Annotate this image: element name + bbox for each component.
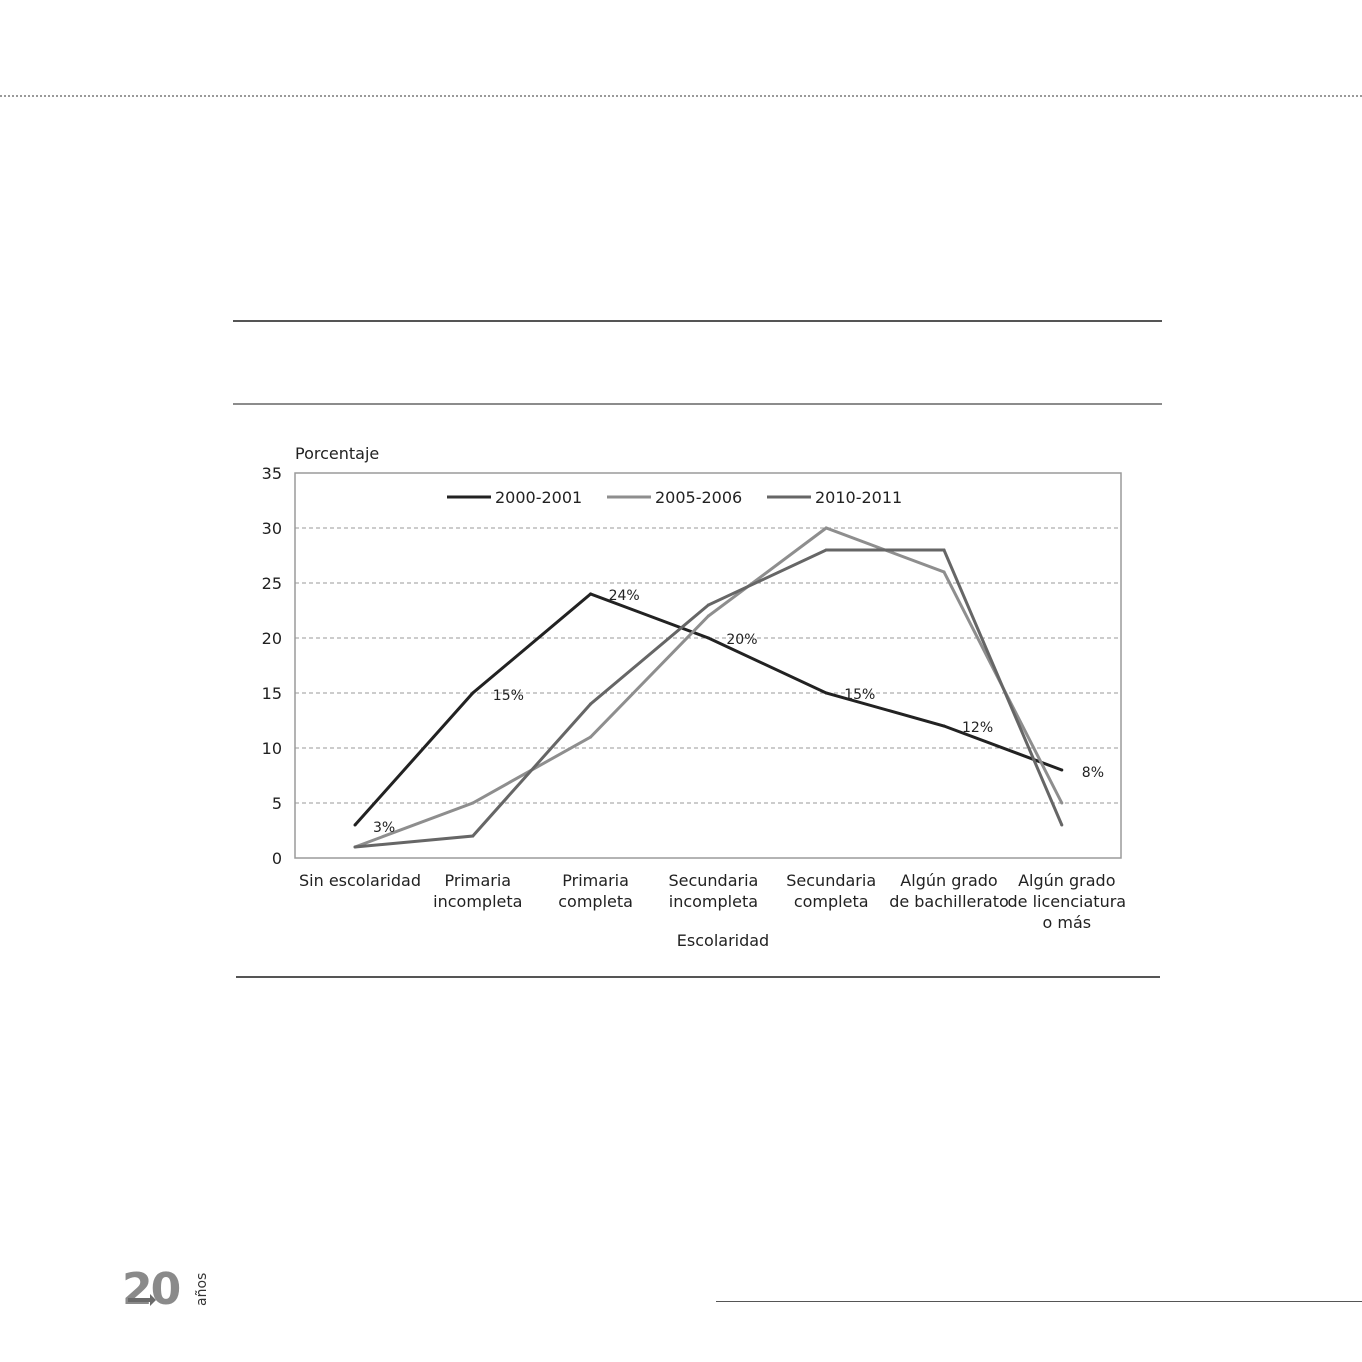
y-tick-label: 5: [272, 794, 282, 813]
x-axis-title: Escolaridad: [677, 931, 769, 950]
data-point: [824, 691, 828, 695]
y-tick-label: 10: [262, 739, 282, 758]
data-point: [471, 691, 475, 695]
data-point: [353, 823, 357, 827]
x-tick-label: de bachillerato: [889, 892, 1009, 911]
logo-word: años: [194, 1273, 210, 1306]
data-point: [471, 834, 475, 838]
logo-arrow-icon: [128, 1294, 156, 1306]
data-point: [1060, 768, 1064, 772]
plot-frame: [294, 472, 1122, 859]
dotted-header-rule: [0, 95, 1362, 97]
anniversary-logo: 20: [122, 1264, 182, 1312]
data-label: 15%: [844, 687, 875, 703]
data-label: 20%: [726, 632, 757, 648]
data-point: [471, 801, 475, 805]
data-point: [942, 570, 946, 574]
data-label: 24%: [609, 588, 640, 604]
y-tick-label: 25: [262, 574, 282, 593]
x-tick-label: Algún grado: [1018, 871, 1115, 890]
caption-top-rule: [233, 320, 1162, 322]
x-tick-label: incompleta: [433, 892, 522, 911]
x-tick-label: incompleta: [669, 892, 758, 911]
legend-label: 2010-2011: [815, 488, 902, 507]
y-tick-label: 30: [262, 519, 282, 538]
data-point: [824, 548, 828, 552]
y-tick-label: 35: [262, 464, 282, 483]
legend-label: 2005-2006: [655, 488, 742, 507]
x-tick-label: completa: [794, 892, 869, 911]
data-point: [942, 724, 946, 728]
data-point: [1060, 801, 1064, 805]
data-label: 3%: [373, 820, 395, 836]
data-point: [589, 735, 593, 739]
data-point: [353, 845, 357, 849]
x-tick-label: Primaria: [562, 871, 629, 890]
y-tick-label: 15: [262, 684, 282, 703]
data-point: [706, 636, 710, 640]
x-tick-label: de licenciatura: [1007, 892, 1126, 911]
x-tick-label: Secundaria: [668, 871, 758, 890]
data-label: 12%: [962, 720, 993, 736]
data-label: 8%: [1082, 765, 1104, 781]
x-tick-label: o más: [1042, 913, 1091, 932]
y-tick-label: 20: [262, 629, 282, 648]
figure-bottom-rule: [236, 976, 1160, 978]
data-point: [824, 526, 828, 530]
data-point: [706, 614, 710, 618]
y-axis-title: Porcentaje: [295, 444, 379, 463]
x-tick-label: completa: [558, 892, 633, 911]
x-tick-label: Algún grado: [900, 871, 997, 890]
x-tick-label: Secundaria: [786, 871, 876, 890]
logo-years-label: años: [194, 1273, 210, 1306]
data-point: [589, 702, 593, 706]
legend-label: 2000-2001: [495, 488, 582, 507]
data-point: [1060, 823, 1064, 827]
data-point: [589, 592, 593, 596]
y-tick-label: 0: [272, 849, 282, 868]
footer-rule: [716, 1301, 1362, 1302]
data-label: 15%: [493, 688, 524, 704]
data-point: [706, 603, 710, 607]
data-point: [942, 548, 946, 552]
x-tick-label: Primaria: [444, 871, 511, 890]
caption-bottom-rule: [233, 403, 1162, 405]
x-tick-label: Sin escolaridad: [299, 871, 421, 890]
series-line-2000-2001: [353, 592, 1063, 826]
